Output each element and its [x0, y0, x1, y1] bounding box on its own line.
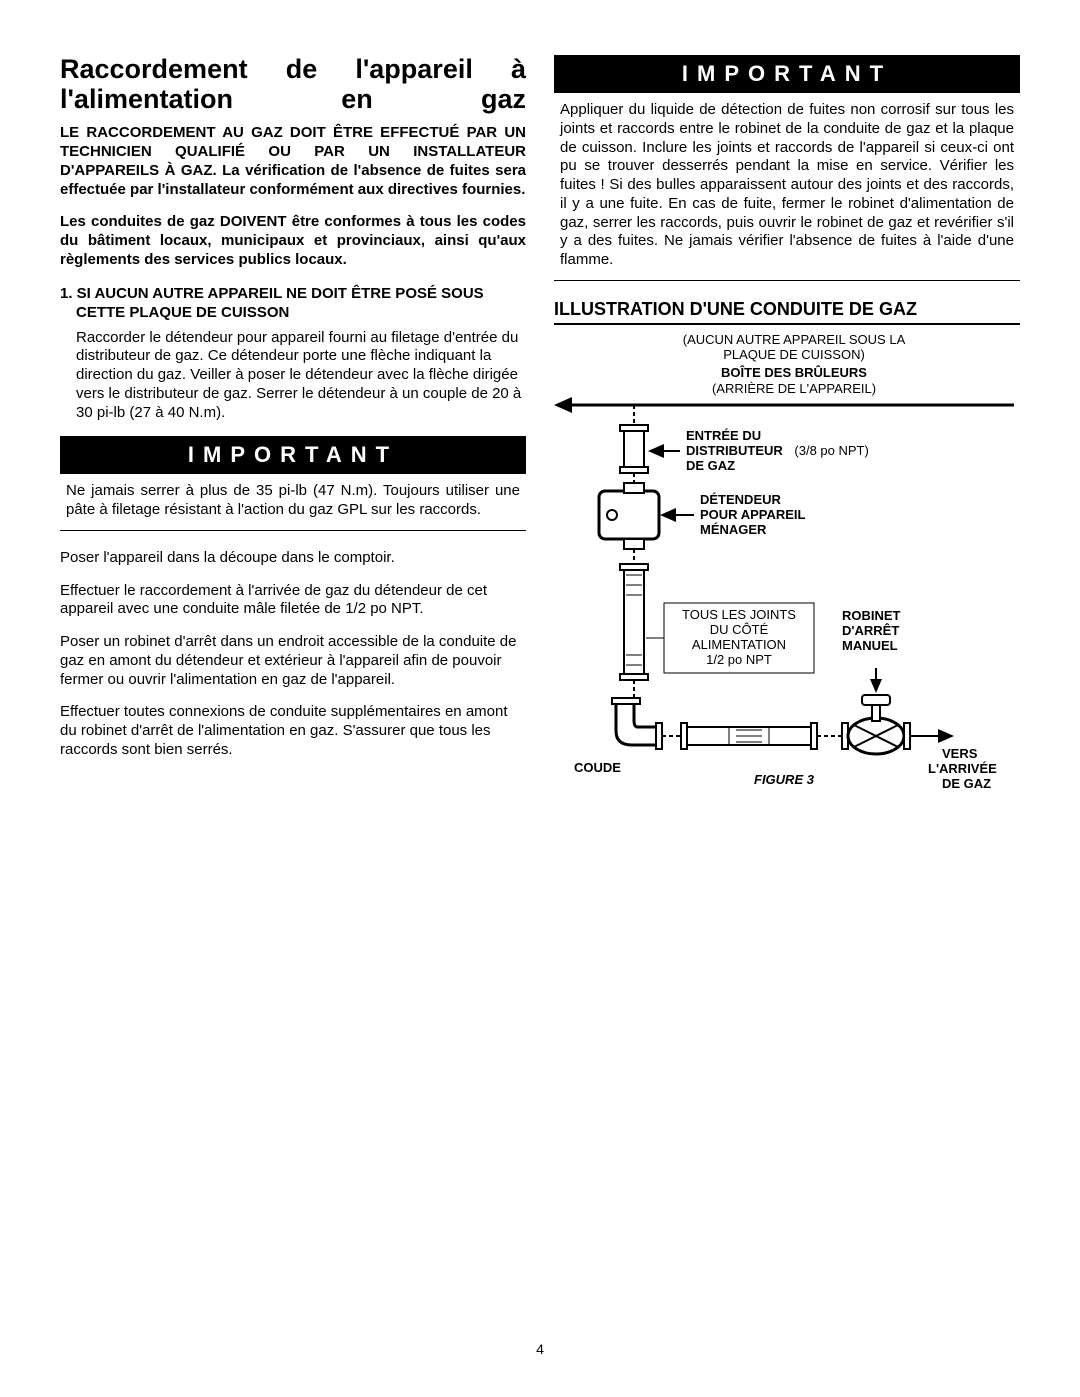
label-top-2: PLAQUE DE CUISSON) [644, 348, 944, 363]
illustration-heading: ILLUSTRATION D'UNE CONDUITE DE GAZ [554, 299, 1020, 325]
label-entree-3: DE GAZ [686, 459, 735, 474]
numbered-body: Raccorder le détendeur pour appareil fou… [60, 329, 526, 423]
label-det-2: POUR APPAREIL [700, 508, 805, 523]
important-text-left: Ne jamais serrer à plus de 35 pi-lb (47 … [60, 482, 526, 531]
label-joints-1: TOUS LES JOINTS [664, 608, 814, 623]
column-layout: Raccordement de l'appareil à l'alimentat… [60, 55, 1020, 833]
label-joints-2: DU CÔTÉ [664, 623, 814, 638]
label-joints-3: ALIMENTATION [664, 638, 814, 653]
label-det-3: MÉNAGER [700, 523, 766, 538]
important-text-right: Appliquer du liquide de détection de fui… [554, 101, 1020, 281]
left-column: Raccordement de l'appareil à l'alimentat… [60, 55, 526, 833]
label-boite-1: BOÎTE DES BRÛLEURS [644, 366, 944, 381]
label-entree-2: DISTRIBUTEUR [686, 443, 783, 458]
warning-paragraph-2: Les conduites de gaz DOIVENT être confor… [60, 213, 526, 269]
paragraph-6: Effectuer toutes connexions de conduite … [60, 703, 526, 759]
label-vers-3: DE GAZ [942, 777, 991, 792]
label-rob-3: MANUEL [842, 639, 898, 654]
label-top-1: (AUCUN AUTRE APPAREIL SOUS LA [644, 333, 944, 348]
figure-caption: FIGURE 3 [754, 773, 814, 788]
label-boite-2: (ARRIÈRE DE L'APPAREIL) [644, 382, 944, 397]
numbered-heading: 1. SI AUCUN AUTRE APPAREIL NE DOIT ÊTRE … [60, 284, 526, 323]
label-rob-2: D'ARRÊT [842, 624, 899, 639]
label-coude: COUDE [574, 761, 621, 776]
label-entree-1: ENTRÉE DU [686, 429, 761, 444]
label-entree-size: (3/8 po NPT) [794, 443, 868, 458]
label-vers-1: VERS [942, 747, 977, 762]
right-column: IMPORTANT Appliquer du liquide de détect… [554, 55, 1020, 833]
paragraph-5: Poser un robinet d'arrêt dans un endroit… [60, 633, 526, 689]
paragraph-3: Poser l'appareil dans la découpe dans le… [60, 549, 526, 568]
section-title: Raccordement de l'appareil à l'alimentat… [60, 55, 526, 114]
gas-line-diagram: (AUCUN AUTRE APPAREIL SOUS LA PLAQUE DE … [554, 333, 1014, 833]
label-entree-row: DISTRIBUTEUR (3/8 po NPT) [686, 444, 869, 459]
page: Raccordement de l'appareil à l'alimentat… [0, 0, 1080, 1397]
paragraph-4: Effectuer le raccordement à l'arrivée de… [60, 582, 526, 620]
warning-paragraph-1: LE RACCORDEMENT AU GAZ DOIT ÊTRE EFFECTU… [60, 124, 526, 199]
page-number: 4 [0, 1341, 1080, 1357]
label-vers-2: L'ARRIVÉE [928, 762, 997, 777]
important-box-right: IMPORTANT [554, 55, 1020, 93]
important-box-left: IMPORTANT [60, 436, 526, 474]
label-joints-4: 1/2 po NPT [664, 653, 814, 668]
label-det-1: DÉTENDEUR [700, 493, 781, 508]
label-rob-1: ROBINET [842, 609, 901, 624]
